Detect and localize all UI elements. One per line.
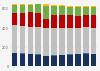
Bar <box>12 13 17 25</box>
Bar <box>59 28 65 55</box>
Bar <box>35 4 41 13</box>
Bar <box>43 28 49 56</box>
Bar <box>51 6 57 15</box>
Bar <box>59 15 65 28</box>
Bar <box>75 7 81 16</box>
Bar <box>20 26 25 53</box>
Bar <box>75 54 81 66</box>
Bar <box>67 6 73 7</box>
Bar <box>83 7 88 15</box>
Bar <box>35 27 41 54</box>
Bar <box>59 55 65 66</box>
Bar <box>28 5 33 12</box>
Bar <box>28 54 33 66</box>
Bar <box>75 28 81 54</box>
Bar <box>67 54 73 55</box>
Bar <box>20 5 25 13</box>
Bar <box>51 56 57 66</box>
Bar <box>59 6 65 15</box>
Bar <box>83 15 88 27</box>
Bar <box>43 56 49 66</box>
Bar <box>43 19 49 28</box>
Bar <box>20 4 25 5</box>
Bar <box>83 6 88 7</box>
Bar <box>91 28 96 54</box>
Bar <box>67 15 73 28</box>
Bar <box>91 7 96 15</box>
Bar <box>12 4 17 5</box>
Bar <box>67 55 73 66</box>
Bar <box>12 5 17 13</box>
Bar <box>51 15 57 28</box>
Bar <box>91 15 96 28</box>
Bar <box>12 53 17 66</box>
Bar <box>91 6 96 7</box>
Bar <box>51 5 57 6</box>
Bar <box>83 54 88 66</box>
Bar <box>67 7 73 15</box>
Bar <box>59 5 65 6</box>
Bar <box>12 25 17 53</box>
Bar <box>35 13 41 27</box>
Bar <box>20 13 25 26</box>
Bar <box>43 6 49 19</box>
Bar <box>28 4 33 5</box>
Bar <box>35 55 41 66</box>
Bar <box>20 54 25 66</box>
Bar <box>67 28 73 54</box>
Bar <box>75 16 81 28</box>
Bar <box>20 53 25 54</box>
Bar <box>28 27 33 54</box>
Bar <box>83 27 88 53</box>
Bar <box>75 6 81 7</box>
Bar <box>28 12 33 27</box>
Bar <box>91 54 96 66</box>
Bar <box>51 28 57 55</box>
Bar <box>83 53 88 54</box>
Bar <box>43 4 49 6</box>
Bar <box>51 55 57 56</box>
Bar <box>35 54 41 55</box>
